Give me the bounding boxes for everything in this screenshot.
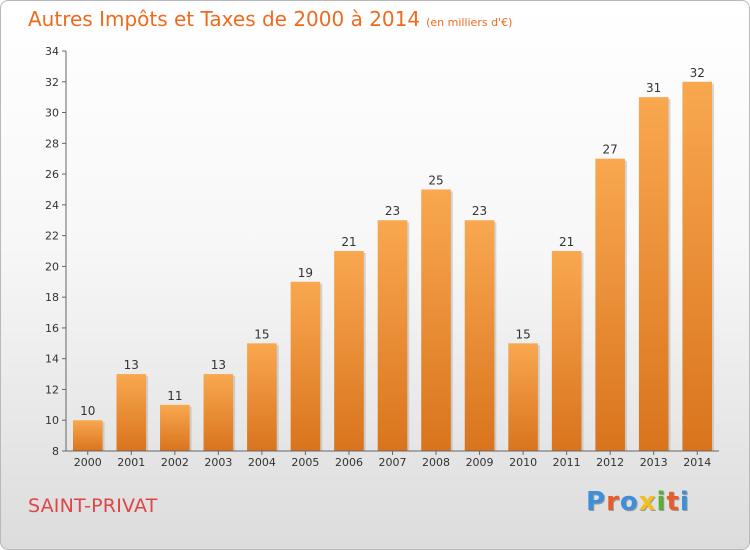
logo-letter: x [638, 487, 657, 517]
x-tick-label: 2014 [683, 456, 711, 469]
bar [290, 281, 321, 451]
x-tick-label: 2000 [74, 456, 102, 469]
bar [116, 374, 147, 451]
x-tick-label: 2006 [335, 456, 363, 469]
bar-value-label: 13 [124, 358, 139, 372]
x-tick-label: 2007 [379, 456, 407, 469]
y-tick-label: 32 [45, 76, 59, 89]
bar-value-label: 23 [385, 204, 400, 218]
y-tick-label: 24 [45, 199, 59, 212]
bar [203, 374, 234, 451]
y-tick-label: 20 [45, 260, 59, 273]
bar-value-label: 21 [559, 235, 574, 249]
bar [464, 220, 495, 451]
x-tick-label: 2009 [466, 456, 494, 469]
x-tick-label: 2013 [640, 456, 668, 469]
x-tick-label: 2011 [553, 456, 581, 469]
bar-value-label: 27 [603, 143, 618, 157]
bar [160, 404, 190, 451]
logo-letter: o [619, 487, 639, 517]
chart-title: Autres Impôts et Taxes de 2000 à 2014 (en… [28, 7, 512, 31]
bar-value-label: 23 [472, 204, 487, 218]
bar [551, 251, 582, 451]
bar [421, 189, 451, 451]
commune-name: SAINT-PRIVAT [28, 495, 158, 517]
bars: 10 13 11 13 15 19 21 23 25 23 15 21 27 31 32 [72, 66, 715, 452]
y-tick-label: 28 [45, 137, 59, 150]
y-tick-label: 12 [45, 383, 59, 396]
y-tick-label: 16 [45, 322, 59, 335]
title-text: Autres Impôts et Taxes de 2000 à 2014 [28, 7, 421, 31]
bar [247, 343, 277, 451]
y-axis: 8 10 12 14 16 18 20 22 24 26 28 30 32 34 [45, 45, 67, 458]
y-tick-label: 30 [45, 107, 59, 120]
bar-value-label: 31 [646, 81, 661, 95]
proxiti-logo: Proxiti [586, 487, 690, 517]
bar-value-label: 21 [341, 235, 356, 249]
bar [595, 158, 625, 451]
logo-letter: i [656, 487, 667, 517]
bar [638, 97, 669, 452]
bar-value-label: 15 [254, 327, 269, 341]
bar [508, 343, 538, 451]
bar [377, 220, 408, 451]
y-tick-label: 8 [52, 445, 59, 458]
x-tick-label: 2004 [248, 456, 276, 469]
logo-letter: i [679, 487, 690, 517]
x-tick-label: 2008 [422, 456, 450, 469]
y-tick-label: 18 [45, 291, 59, 304]
x-tick-label: 2012 [596, 456, 624, 469]
y-tick-label: 14 [45, 353, 59, 366]
y-tick-label: 10 [45, 414, 59, 427]
bar-value-label: 11 [167, 389, 182, 403]
bar-value-label: 10 [80, 404, 95, 418]
x-tick-label: 2002 [161, 456, 189, 469]
bar-value-label: 25 [428, 173, 443, 187]
bar [682, 81, 713, 452]
x-tick-label: 2005 [291, 456, 319, 469]
x-tick-label: 2001 [117, 456, 145, 469]
bar-value-label: 13 [211, 358, 226, 372]
logo-letter: P [586, 487, 607, 517]
y-tick-label: 22 [45, 230, 59, 243]
bar-value-label: 32 [690, 66, 705, 80]
logo-letter: r [606, 487, 620, 517]
bar-value-label: 19 [298, 266, 313, 280]
x-axis: 2000 2001 2002 2003 2004 2005 2006 2007 2008 2009… [66, 450, 719, 469]
logo-letter: t [666, 487, 680, 517]
x-tick-label: 2003 [204, 456, 232, 469]
bar [72, 420, 103, 451]
x-tick-label: 2010 [509, 456, 537, 469]
y-tick-label: 26 [45, 168, 59, 181]
chart-subtitle: (en milliers d'€) [426, 16, 513, 29]
bar-value-label: 15 [515, 327, 530, 341]
y-tick-label: 34 [45, 45, 59, 58]
bar [334, 251, 364, 451]
